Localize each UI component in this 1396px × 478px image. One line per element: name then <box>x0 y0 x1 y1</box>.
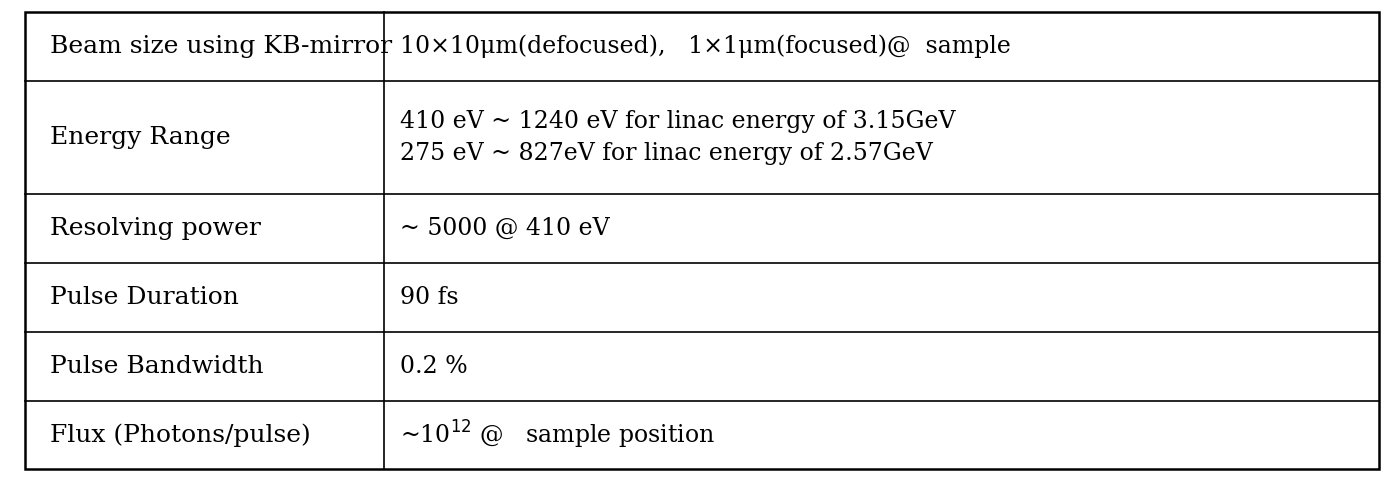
Text: Beam size using KB-mirror: Beam size using KB-mirror <box>49 35 392 58</box>
Text: ~10$^{12}$ @   sample position: ~10$^{12}$ @ sample position <box>401 419 715 451</box>
Text: Energy Range: Energy Range <box>49 126 230 149</box>
Text: 90 fs: 90 fs <box>401 286 459 309</box>
Text: 10×10μm(defocused),   1×1μm(focused)@  sample: 10×10μm(defocused), 1×1μm(focused)@ samp… <box>401 34 1011 58</box>
Text: 0.2 %: 0.2 % <box>401 355 468 378</box>
Text: 410 eV ~ 1240 eV for linac energy of 3.15GeV
275 eV ~ 827eV for linac energy of : 410 eV ~ 1240 eV for linac energy of 3.1… <box>401 109 956 165</box>
Text: Pulse Bandwidth: Pulse Bandwidth <box>49 355 262 378</box>
Text: Pulse Duration: Pulse Duration <box>49 286 239 309</box>
Text: ~ 5000 @ 410 eV: ~ 5000 @ 410 eV <box>401 217 610 240</box>
Text: Resolving power: Resolving power <box>49 217 261 240</box>
Text: Flux (Photons/pulse): Flux (Photons/pulse) <box>49 423 310 447</box>
